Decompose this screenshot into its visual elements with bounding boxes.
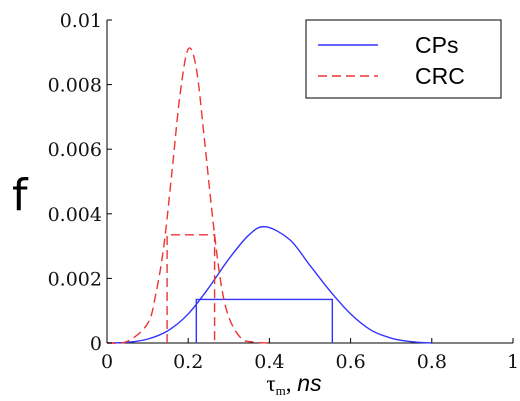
series-layer xyxy=(106,47,432,345)
ticks-layer: 0 0.2 0.4 0.6 0.8 1 0 0.002 0.004 0.006 0.008 0.01 xyxy=(48,10,519,373)
x-tick-label: 1 xyxy=(507,351,519,373)
x-tick-label: 0.6 xyxy=(335,351,365,373)
x-tick-label: 0.2 xyxy=(173,351,203,373)
y-axis-title: f xyxy=(12,170,29,221)
y-tick-label: 0.006 xyxy=(48,139,102,161)
x-axis-subscript: m xyxy=(276,383,286,398)
x-axis-unit: ns xyxy=(297,370,322,396)
x-tick-label: 0.8 xyxy=(417,351,447,373)
width-box-crc xyxy=(166,234,216,343)
series-line-crc xyxy=(106,47,270,345)
x-axis-title: τm, ns xyxy=(266,370,322,398)
y-tick-label: 0.008 xyxy=(48,75,102,97)
legend-box xyxy=(305,19,502,99)
x-axis-symbol: τ xyxy=(266,371,275,396)
y-tick-label: 0 xyxy=(90,333,102,355)
y-tick-label: 0.01 xyxy=(60,10,102,32)
width-box-cps xyxy=(195,298,334,343)
legend-label-cps: CPs xyxy=(415,32,458,58)
y-tick-label: 0.002 xyxy=(48,268,102,290)
x-tick-label: 0 xyxy=(101,351,113,373)
plot-area xyxy=(106,20,513,344)
legend: CPs CRC xyxy=(305,19,502,99)
y-tick-label: 0.004 xyxy=(48,204,102,226)
series-line-cps xyxy=(106,225,432,344)
x-tick-label: 0.4 xyxy=(254,351,284,373)
legend-label-crc: CRC xyxy=(415,63,465,89)
